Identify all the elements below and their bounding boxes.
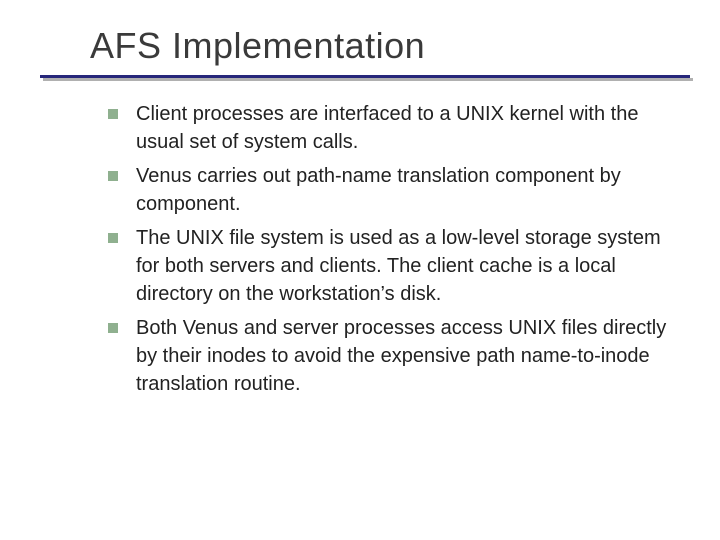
bullet-text: Both Venus and server processes access U… [136,314,670,398]
square-bullet-icon [108,323,118,333]
title-block: AFS Implementation [90,26,690,66]
slide: AFS Implementation Client processes are … [0,0,720,540]
square-bullet-icon [108,109,118,119]
title-rule-line [40,75,690,78]
title-rule-shadow [43,78,693,81]
slide-title: AFS Implementation [90,26,690,66]
list-item: Both Venus and server processes access U… [108,314,670,398]
bullet-text: Venus carries out path-name translation … [136,162,670,218]
bullet-list: Client processes are interfaced to a UNI… [108,100,670,404]
list-item: The UNIX file system is used as a low-le… [108,224,670,308]
square-bullet-icon [108,233,118,243]
bullet-text: The UNIX file system is used as a low-le… [136,224,670,308]
list-item: Client processes are interfaced to a UNI… [108,100,670,156]
square-bullet-icon [108,171,118,181]
list-item: Venus carries out path-name translation … [108,162,670,218]
bullet-text: Client processes are interfaced to a UNI… [136,100,670,156]
